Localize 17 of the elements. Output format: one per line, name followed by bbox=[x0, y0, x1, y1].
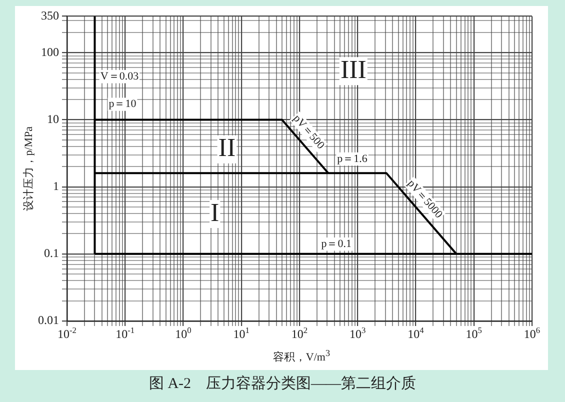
text: 图 A-2 压力容器分类图——第二组介质 bbox=[148, 374, 418, 393]
y-tick-label: 10 bbox=[47, 112, 59, 126]
x-axis-title: 容积，V/m$^{3}$ bbox=[272, 348, 332, 365]
annotation: III bbox=[340, 54, 366, 84]
y-tick-label: 0.01 bbox=[38, 313, 59, 328]
y-axis-title: 设计压力，p/MPa bbox=[22, 126, 35, 211]
annotation: p＝0.1 bbox=[321, 238, 352, 250]
annotation: pV＝500 bbox=[290, 112, 327, 152]
annotation: I bbox=[210, 198, 220, 227]
annotation: p＝10 bbox=[108, 98, 137, 110]
annotation: II bbox=[218, 133, 236, 162]
annotation: p＝1.6 bbox=[337, 152, 368, 165]
y-tick-label: 350 bbox=[41, 8, 59, 22]
annotation: V＝0.03 bbox=[100, 70, 140, 82]
y-tick-label: 1 bbox=[53, 179, 59, 194]
y-tick-label: 0.1 bbox=[44, 246, 59, 260]
y-tick-label: 100 bbox=[41, 44, 59, 59]
